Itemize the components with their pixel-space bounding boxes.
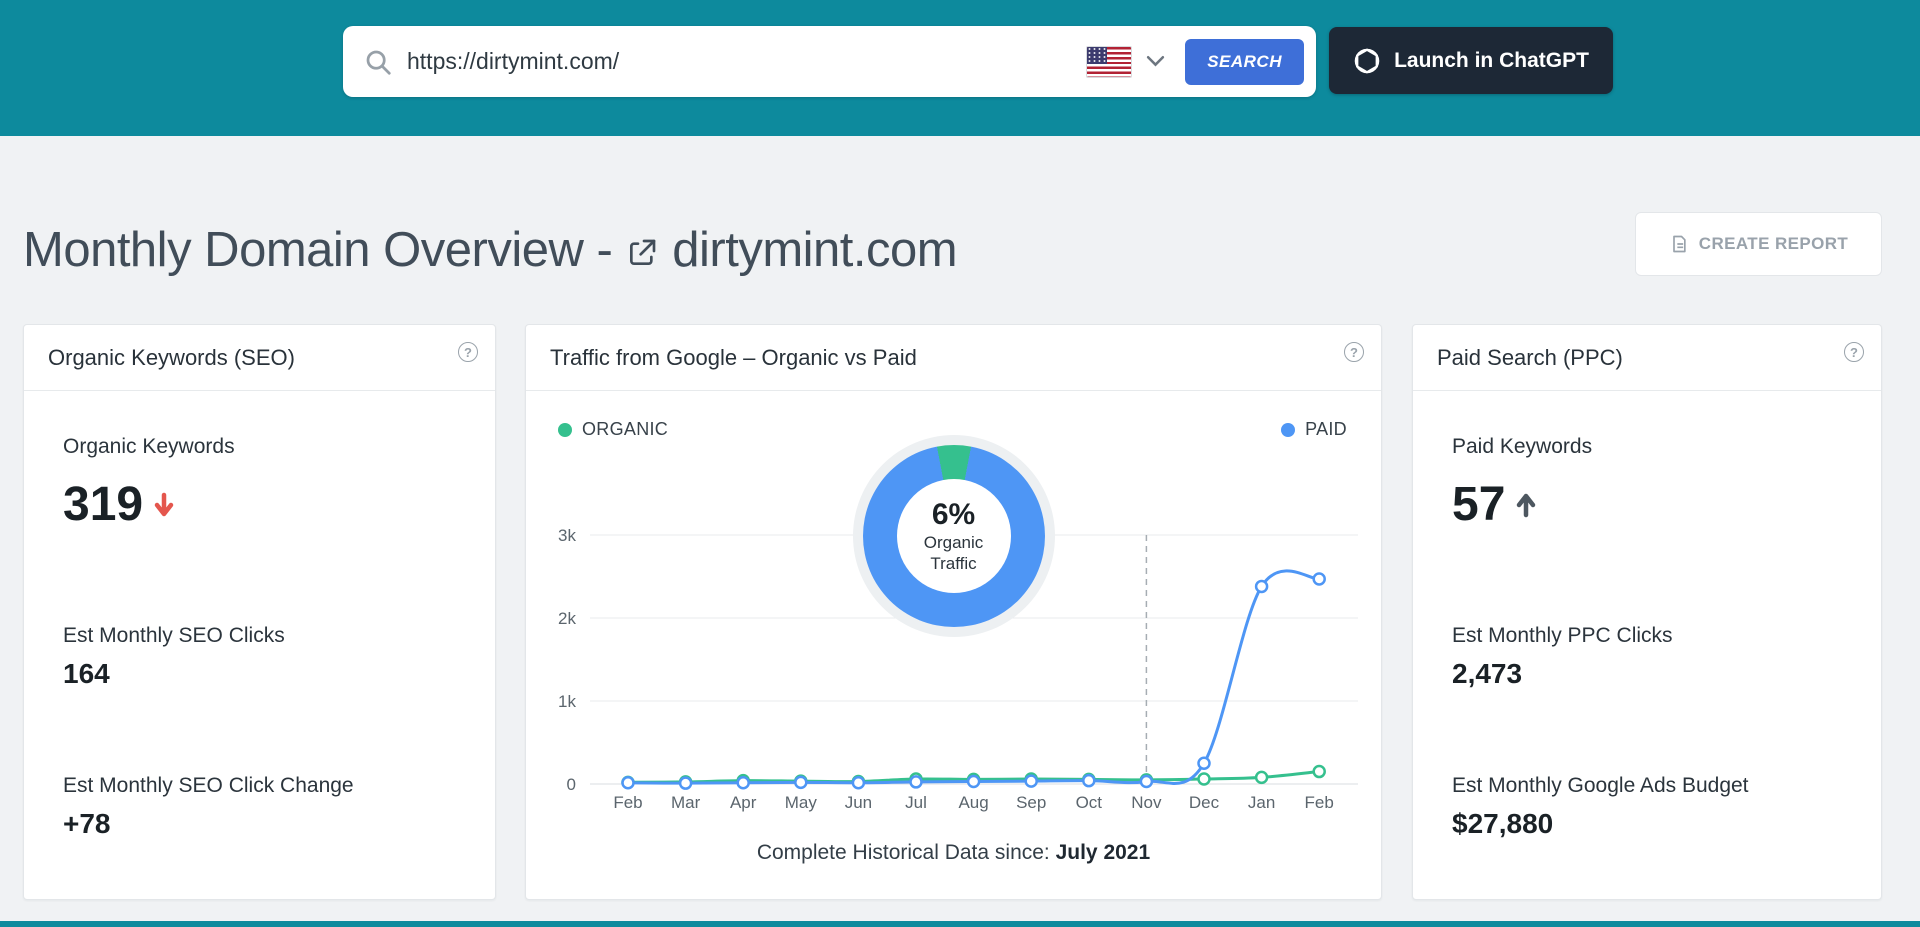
paid-search-card-title: Paid Search (PPC)	[1437, 344, 1623, 370]
donut-label-line1: Organic	[923, 532, 984, 552]
search-button[interactable]: SEARCH	[1185, 38, 1304, 85]
paid-search-card: Paid Search (PPC) ? Paid Keywords 57 Est…	[1412, 324, 1882, 900]
metric-label: Est Monthly Google Ads Budget	[1452, 774, 1749, 797]
organic-keywords-card-header: Organic Keywords (SEO) ?	[24, 325, 495, 391]
domain-search-bar: SEARCH	[343, 26, 1316, 97]
paid-keywords-value: 57	[1452, 477, 1537, 532]
up-arrow-icon	[1515, 491, 1537, 519]
organic-keywords-card-title: Organic Keywords (SEO)	[48, 344, 295, 370]
metric-label: Paid Keywords	[1452, 435, 1593, 458]
chevron-down-icon	[1146, 55, 1165, 68]
svg-text:Mar: Mar	[671, 793, 701, 812]
report-document-icon	[1669, 234, 1689, 254]
svg-text:0: 0	[567, 775, 576, 794]
donut-ring: 6% Organic Traffic	[862, 445, 1045, 627]
us-flag-icon	[1086, 45, 1133, 78]
svg-text:Dec: Dec	[1189, 793, 1220, 812]
svg-text:May: May	[785, 793, 818, 812]
page-title-text: Monthly Domain Overview -	[23, 223, 613, 277]
chatgpt-button-label: Launch in ChatGPT	[1394, 48, 1589, 72]
donut-percent-value: 6%	[931, 497, 976, 531]
metric-value: 57	[1452, 478, 1506, 531]
svg-text:Oct: Oct	[1076, 793, 1103, 812]
traffic-card-body: ORGANIC PAID 0 1k 2k 3k Feb Mar Apr May Jun Jul Au…	[526, 391, 1381, 900]
historical-data-caption: Complete Historical Data since: July 202…	[526, 841, 1381, 865]
openai-logo-icon	[1353, 47, 1381, 75]
organic-legend-dot-icon	[558, 422, 572, 437]
caption-date: July 2021	[1055, 841, 1151, 864]
svg-text:Jan: Jan	[1248, 793, 1275, 812]
svg-text:Nov: Nov	[1131, 793, 1162, 812]
svg-text:Feb: Feb	[1305, 793, 1334, 812]
svg-text:1k: 1k	[558, 692, 576, 711]
donut-center: 6% Organic Traffic	[896, 479, 1011, 593]
traffic-line-chart: 0 1k 2k 3k Feb Mar Apr May Jun Jul Aug Sep Oct Nov Dec…	[558, 526, 1358, 812]
search-icon	[363, 47, 393, 77]
metric-label: Est Monthly PPC Clicks	[1452, 624, 1673, 647]
seo-clicks-value: 164	[63, 658, 110, 689]
create-report-button[interactable]: CREATE REPORT	[1635, 212, 1882, 276]
paid-legend-dot-icon	[1281, 422, 1296, 437]
svg-text:Jun: Jun	[845, 793, 872, 812]
organic-keywords-card-body: Organic Keywords 319 Est Monthly SEO Cli…	[24, 391, 495, 900]
page-title-domain: dirtymint.com	[672, 223, 958, 277]
country-selector-dropdown[interactable]	[1086, 45, 1165, 78]
traffic-chart-card: Traffic from Google – Organic vs Paid ? …	[525, 324, 1382, 900]
create-report-label: CREATE REPORT	[1698, 234, 1849, 253]
seo-click-change-value: +78	[63, 808, 111, 839]
organic-keywords-card: Organic Keywords (SEO) ? Organic Keyword…	[23, 324, 496, 900]
metric-label: Est Monthly SEO Clicks	[63, 624, 285, 647]
down-arrow-icon	[153, 491, 175, 519]
svg-text:Feb: Feb	[613, 793, 642, 812]
paid-search-card-header: Paid Search (PPC) ?	[1413, 325, 1881, 391]
svg-text:Sep: Sep	[1016, 793, 1046, 812]
paid-search-card-body: Paid Keywords 57 Est Monthly PPC Clicks …	[1413, 391, 1881, 900]
ppc-clicks-value: 2,473	[1452, 658, 1523, 689]
external-link-icon[interactable]	[626, 237, 658, 269]
svg-text:Aug: Aug	[958, 793, 988, 812]
metric-value: 319	[63, 478, 144, 531]
organic-traffic-donut-chart: 6% Organic Traffic	[852, 435, 1055, 637]
svg-text:Apr: Apr	[730, 793, 757, 812]
svg-text:3k: 3k	[558, 526, 576, 545]
page-title: Monthly Domain Overview - dirtymint.com	[23, 222, 958, 278]
legend-item-paid: PAID	[1281, 419, 1347, 440]
organic-keywords-value: 319	[63, 477, 175, 532]
caption-text: Complete Historical Data since:	[756, 841, 1056, 864]
footer-strip	[0, 921, 1920, 927]
svg-text:Jul: Jul	[905, 793, 927, 812]
donut-label-line2: Traffic	[930, 554, 977, 573]
google-ads-budget-value: $27,880	[1452, 808, 1554, 839]
help-icon[interactable]: ?	[1844, 342, 1864, 362]
legend-label: ORGANIC	[582, 419, 669, 439]
traffic-card-header: Traffic from Google – Organic vs Paid ?	[526, 325, 1381, 391]
metric-label: Est Monthly SEO Click Change	[63, 774, 354, 797]
help-icon[interactable]: ?	[1344, 342, 1364, 362]
traffic-card-title: Traffic from Google – Organic vs Paid	[550, 344, 917, 370]
domain-search-input[interactable]	[407, 48, 1087, 75]
top-navigation-bar: SEARCH Launch in ChatGPT	[0, 0, 1920, 136]
svg-text:2k: 2k	[558, 609, 576, 628]
chart-legend: ORGANIC PAID	[558, 419, 1347, 440]
legend-label: PAID	[1305, 419, 1347, 439]
launch-in-chatgpt-button[interactable]: Launch in ChatGPT	[1329, 27, 1613, 94]
help-icon[interactable]: ?	[458, 342, 478, 362]
legend-item-organic: ORGANIC	[558, 419, 668, 440]
metric-label: Organic Keywords	[63, 435, 235, 458]
